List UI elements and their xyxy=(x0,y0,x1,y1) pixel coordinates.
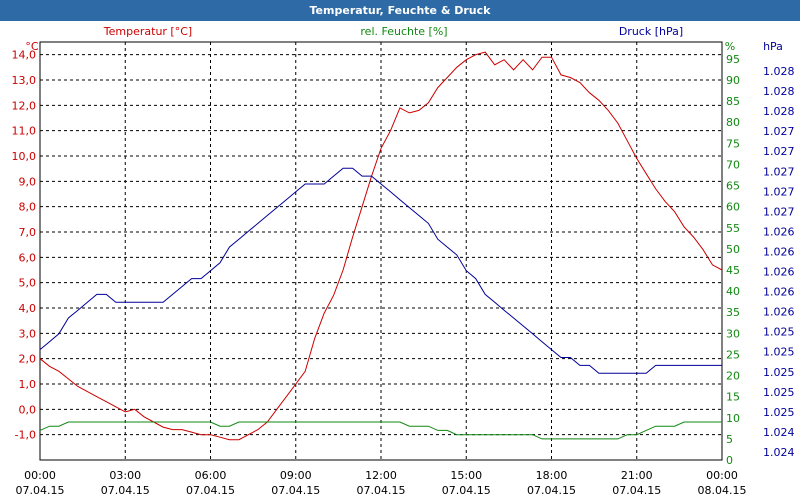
temperature-tick-label: 12,0 xyxy=(12,99,37,112)
x-tick-date: 07.04.15 xyxy=(527,484,576,497)
pressure-tick-label: 1.025 xyxy=(763,326,795,339)
x-tick-date: 07.04.15 xyxy=(186,484,235,497)
humidity-tick-label: 70 xyxy=(726,158,740,171)
pressure-tick-label: 1.028 xyxy=(763,85,795,98)
humidity-tick-label: 35 xyxy=(726,306,740,319)
humidity-tick-label: 10 xyxy=(726,412,740,425)
humidity-tick-label: 75 xyxy=(726,137,740,150)
pressure-tick-label: 1.025 xyxy=(763,366,795,379)
temperature-tick-label: -1,0 xyxy=(15,429,36,442)
temperature-axis-ticks: -1,0 0,0 1,0 2,0 3,0 4,0 5,0 6,0 7,0 8,0 9,0 10,0 11… xyxy=(12,49,37,442)
x-tick-date: 07.04.15 xyxy=(271,484,320,497)
x-tick-date: 07.04.15 xyxy=(357,484,406,497)
pressure-tick-label: 1.026 xyxy=(763,286,795,299)
x-tick-time: 03:00 xyxy=(109,469,141,482)
x-tick-time: 18:00 xyxy=(536,469,568,482)
pressure-tick-label: 1.026 xyxy=(763,225,795,238)
temperature-tick-label: 9,0 xyxy=(19,175,37,188)
x-tick-date: 07.04.15 xyxy=(16,484,65,497)
x-axis-ticks: 00:00 07.04.15 03:00 07.04.15 06:00 07.04.15 0… xyxy=(16,469,747,497)
humidity-tick-label: 15 xyxy=(726,391,740,404)
temperature-axis-title: Temperatur [°C] xyxy=(103,25,192,38)
pressure-tick-label: 1.027 xyxy=(763,145,795,158)
pressure-tick-label: 1.028 xyxy=(763,65,795,78)
x-tick-time: 21:00 xyxy=(621,469,653,482)
pressure-tick-label: 1.028 xyxy=(763,105,795,118)
temperature-unit: °C xyxy=(25,40,39,53)
temperature-tick-label: 2,0 xyxy=(19,353,37,366)
humidity-unit: % xyxy=(725,40,735,53)
temperature-tick-label: 10,0 xyxy=(12,150,37,163)
x-tick-date: 07.04.15 xyxy=(101,484,150,497)
pressure-unit: hPa xyxy=(763,40,783,53)
temperature-tick-label: 14,0 xyxy=(12,49,37,62)
humidity-tick-label: 40 xyxy=(726,285,740,298)
pressure-tick-label: 1.025 xyxy=(763,346,795,359)
humidity-tick-label: 5 xyxy=(726,433,733,446)
humidity-tick-label: 0 xyxy=(726,454,733,467)
pressure-tick-label: 1.027 xyxy=(763,185,795,198)
x-tick-time: 12:00 xyxy=(365,469,397,482)
temperature-tick-label: 7,0 xyxy=(19,226,37,239)
series-group xyxy=(39,51,723,441)
x-tick-date: 07.04.15 xyxy=(442,484,491,497)
pressure-tick-label: 1.026 xyxy=(763,266,795,279)
pressure-tick-label: 1.024 xyxy=(763,426,795,439)
humidity-tick-label: 80 xyxy=(726,116,740,129)
temperature-tick-label: 0,0 xyxy=(19,403,37,416)
grid xyxy=(40,42,722,460)
temperature-tick-label: 8,0 xyxy=(19,201,37,214)
humidity-axis-ticks: 0 5 10 15 20 25 30 35 40 45 50 55 60 65 70 75 80 85 90 95 xyxy=(726,53,740,467)
humidity-axis-title: rel. Feuchte [%] xyxy=(360,25,447,38)
pressure-tick-label: 1.027 xyxy=(763,165,795,178)
temperature-tick-label: 3,0 xyxy=(19,327,37,340)
x-tick-time: 00:00 xyxy=(706,469,738,482)
pressure-tick-label: 1.024 xyxy=(763,446,795,459)
pressure-tick-label: 1.027 xyxy=(763,205,795,218)
pressure-tick-label: 1.027 xyxy=(763,125,795,138)
humidity-tick-label: 20 xyxy=(726,370,740,383)
temperature-tick-label: 6,0 xyxy=(19,251,37,264)
humidity-tick-label: 50 xyxy=(726,243,740,256)
temperature-tick-label: 4,0 xyxy=(19,302,37,315)
humidity-series-line xyxy=(39,421,722,440)
pressure-tick-label: 1.025 xyxy=(763,386,795,399)
x-tick-time: 09:00 xyxy=(280,469,312,482)
x-tick-date: 08.04.15 xyxy=(698,484,747,497)
humidity-tick-label: 90 xyxy=(726,74,740,87)
humidity-tick-label: 30 xyxy=(726,327,740,340)
chart-title-bar: Temperatur, Feuchte & Druck xyxy=(0,0,800,21)
pressure-axis-title: Druck [hPa] xyxy=(619,25,683,38)
humidity-tick-label: 85 xyxy=(726,95,740,108)
temperature-tick-label: 11,0 xyxy=(12,125,37,138)
humidity-tick-label: 45 xyxy=(726,264,740,277)
x-tick-time: 06:00 xyxy=(195,469,227,482)
pressure-series-line xyxy=(39,167,722,374)
temperature-tick-label: 5,0 xyxy=(19,277,37,290)
temperature-tick-label: 1,0 xyxy=(19,378,37,391)
pressure-tick-label: 1.026 xyxy=(763,306,795,319)
x-tick-date: 07.04.15 xyxy=(612,484,661,497)
humidity-tick-label: 25 xyxy=(726,348,740,361)
humidity-tick-label: 65 xyxy=(726,180,740,193)
chart-title: Temperatur, Feuchte & Druck xyxy=(309,4,491,17)
humidity-tick-label: 55 xyxy=(726,222,740,235)
pressure-tick-label: 1.026 xyxy=(763,245,795,258)
plot-frame xyxy=(39,41,723,461)
humidity-tick-label: 95 xyxy=(726,53,740,66)
humidity-tick-label: 60 xyxy=(726,201,740,214)
pressure-tick-label: 1.025 xyxy=(763,406,795,419)
x-tick-time: 15:00 xyxy=(450,469,482,482)
pressure-axis-ticks: 1.024 1.024 1.025 1.025 1.025 1.025 1.025 1.026… xyxy=(763,65,795,459)
x-tick-time: 00:00 xyxy=(24,469,56,482)
temperature-tick-label: 13,0 xyxy=(12,74,37,87)
